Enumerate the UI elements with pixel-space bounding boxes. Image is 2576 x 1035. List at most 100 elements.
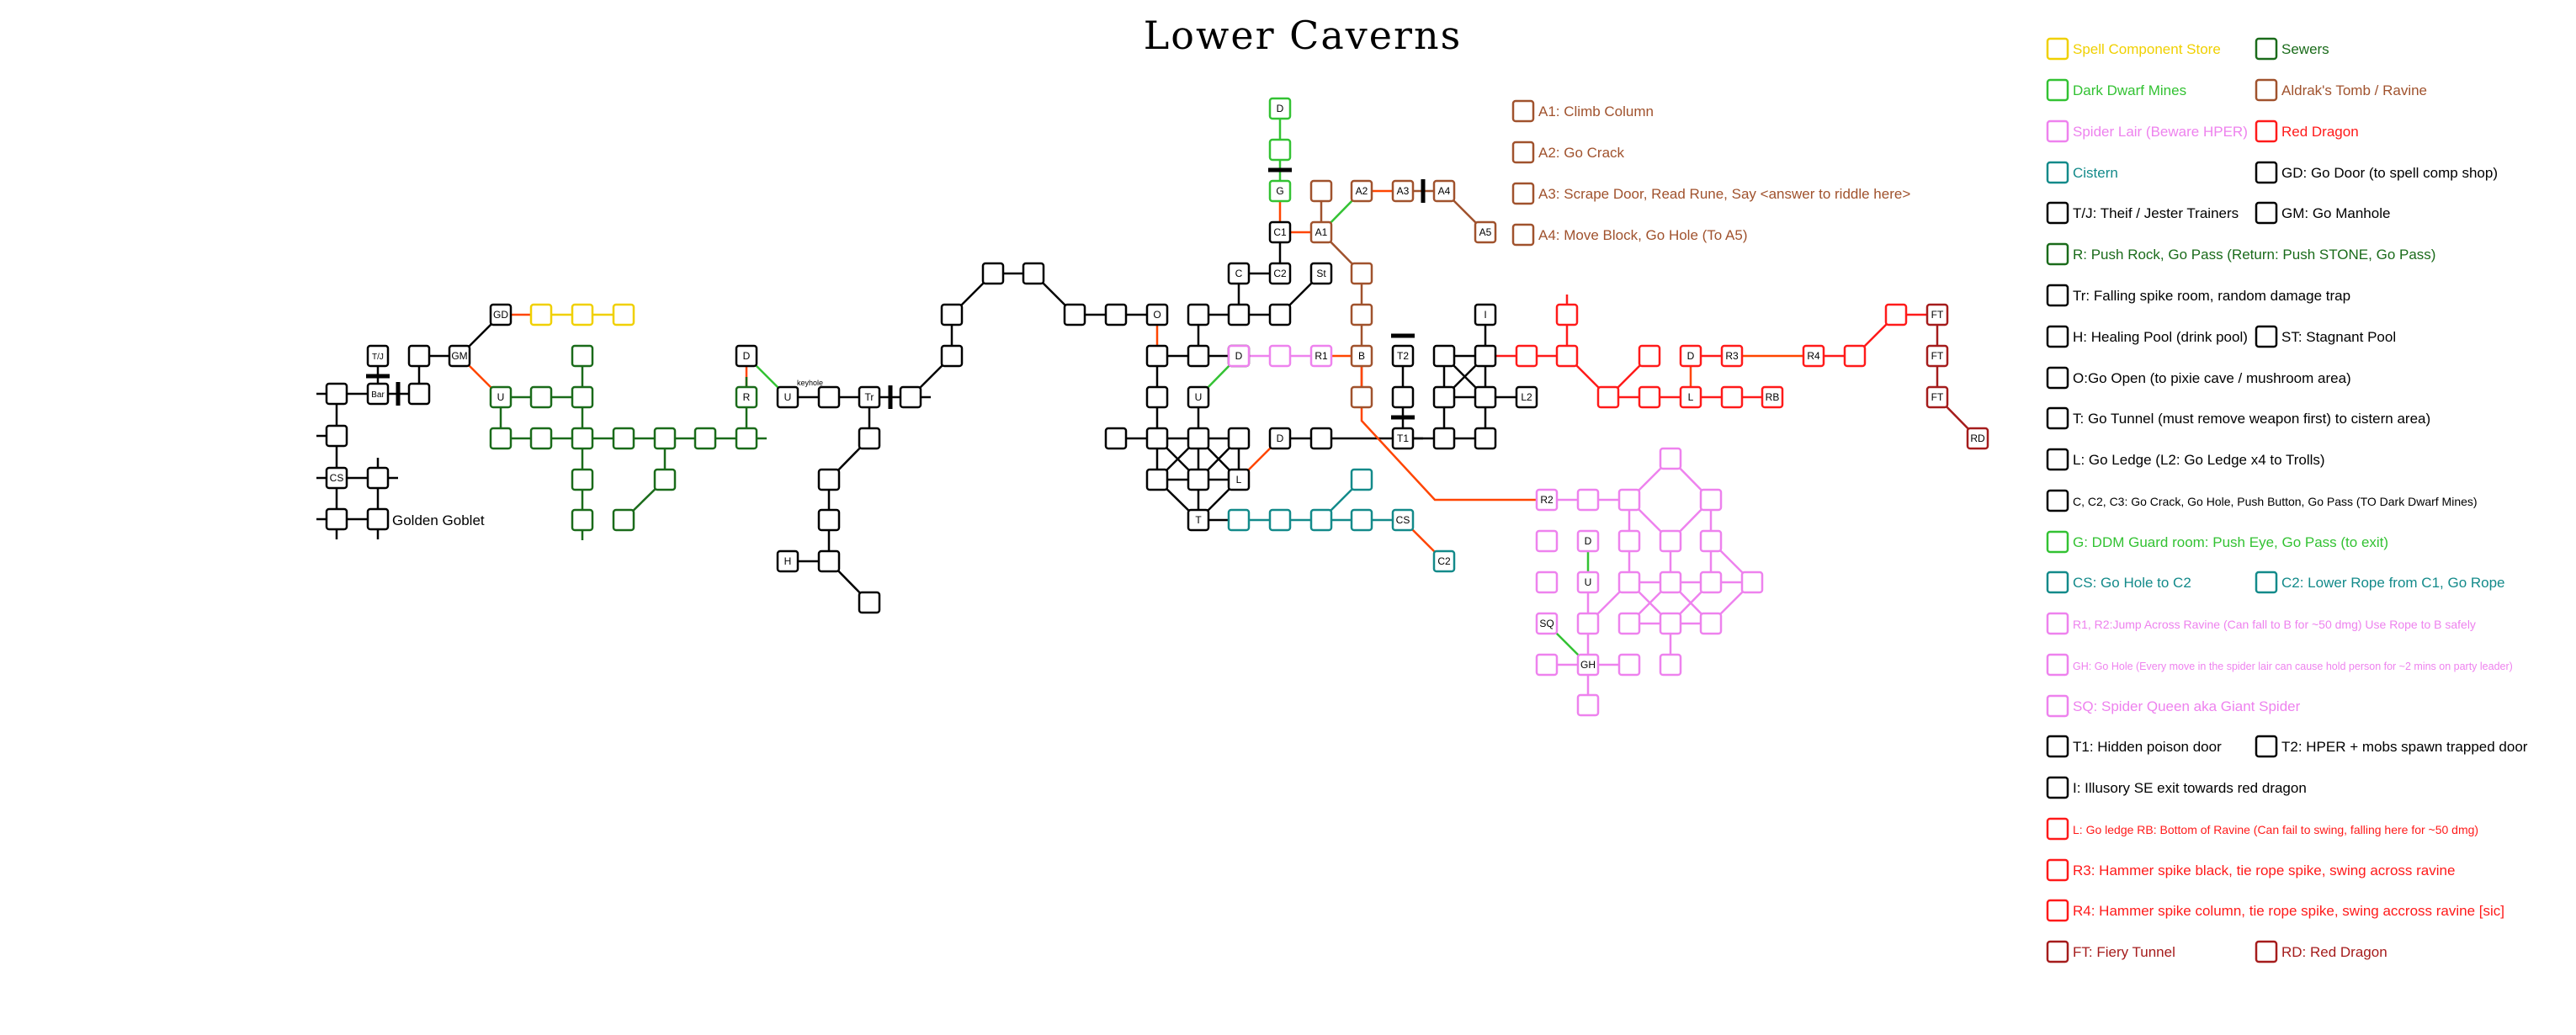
room-label: St <box>1316 268 1326 279</box>
map-barriers <box>366 167 1426 420</box>
room-t4 <box>366 466 390 490</box>
room-dD: D <box>735 344 758 368</box>
room-box <box>1145 303 1169 326</box>
room-box <box>1227 303 1251 326</box>
room-gD: D <box>1268 97 1292 120</box>
room-e1 <box>1432 344 1456 368</box>
legend-swatch <box>2046 448 2069 471</box>
room-box <box>1699 529 1723 553</box>
room-b2 <box>1187 344 1210 368</box>
room-q13 <box>1699 529 1723 553</box>
room-box <box>1474 344 1497 368</box>
room-b14 <box>1309 427 1333 450</box>
room-box <box>1617 488 1641 512</box>
legend-text: Red Dragon <box>2281 124 2359 140</box>
room-label: CS <box>330 472 344 484</box>
room-label: O <box>1153 309 1161 321</box>
legend-swatch <box>2255 78 2278 102</box>
room-k4 <box>858 427 881 450</box>
room-a1 <box>1350 262 1373 285</box>
room-box <box>1474 303 1497 326</box>
room-box <box>735 385 758 409</box>
legend-text: RD: Red Dragon <box>2281 944 2387 960</box>
room-n5 <box>1063 303 1086 326</box>
legend: Spell Component Store Sewers Dark Dwarf Mi… <box>2046 37 2528 963</box>
room-box <box>1576 529 1600 553</box>
room-box <box>1474 427 1497 450</box>
room-n1 <box>940 344 964 368</box>
legend-swatch <box>2046 284 2069 307</box>
legend-swatch <box>2046 858 2069 882</box>
room-n4 <box>1022 262 1045 285</box>
room-box <box>489 427 513 450</box>
room-r6 <box>1638 385 1661 409</box>
room-box <box>1843 344 1867 368</box>
legend-swatch <box>2046 530 2069 554</box>
room-label: A4 <box>1438 185 1451 197</box>
legend-text: Tr: Falling spike room, random damage tr… <box>2073 288 2350 304</box>
room-box <box>1720 344 1744 368</box>
room-box <box>448 344 471 368</box>
room-t1 <box>325 382 348 406</box>
room-box <box>1309 220 1333 244</box>
room-label: Bar <box>371 390 385 400</box>
room-box <box>1432 549 1456 573</box>
room-box <box>571 427 594 450</box>
room-q19 <box>1659 612 1682 635</box>
room-label: RD <box>1970 433 1985 444</box>
legend-item-5-0: R: Push Rock, Go Pass (Return: Push STON… <box>2046 242 2435 266</box>
room-q12 <box>1659 529 1682 553</box>
room-s6 <box>571 427 594 450</box>
legend-item-8-0: O:Go Open (to pixie cave / mushroom area… <box>2046 366 2351 390</box>
room-q21 <box>1659 653 1682 677</box>
room-label: Tr <box>865 391 874 403</box>
room-label: L <box>1236 474 1242 486</box>
room-b9 <box>1145 427 1169 450</box>
room-box <box>1350 262 1373 285</box>
room-qSQ: SQ <box>1535 612 1559 635</box>
legend-swatch <box>2046 776 2069 799</box>
room-box <box>571 385 594 409</box>
annotation-text: A2: Go Crack <box>1538 145 1625 161</box>
room-fRD: RD <box>1966 427 1989 450</box>
map-title: Lower Caverns <box>1144 13 1463 58</box>
room-box <box>817 468 841 491</box>
room-s9 <box>612 427 635 450</box>
room-box <box>1350 468 1373 491</box>
room-box <box>571 468 594 491</box>
room-box <box>735 427 758 450</box>
room-q1 <box>1576 488 1600 512</box>
room-box <box>1535 529 1559 553</box>
room-box <box>940 303 964 326</box>
legend-item-22-1: RD: Red Dragon <box>2255 940 2387 963</box>
room-cC2: C2 <box>1432 549 1456 573</box>
room-kH: H <box>776 549 799 573</box>
room-w1 <box>407 344 431 368</box>
room-a3 <box>1350 385 1373 409</box>
legend-swatch <box>2046 612 2069 635</box>
room-g2 <box>1268 138 1292 162</box>
room-box <box>1187 385 1210 409</box>
legend-text: Dark Dwarf Mines <box>2073 82 2186 98</box>
room-label: A1 <box>1315 226 1328 238</box>
legend-text: C2: Lower Rope from C1, Go Rope <box>2281 575 2505 591</box>
room-b10 <box>1187 427 1210 450</box>
room-label: I <box>1484 309 1486 321</box>
legend-swatch <box>2046 119 2069 143</box>
legend-swatch <box>2046 37 2069 61</box>
legend-text: T: Go Tunnel (must remove weapon first) … <box>2073 411 2430 427</box>
legend-swatch <box>2046 489 2069 512</box>
room-qU: U <box>1576 571 1600 594</box>
room-k5 <box>817 468 841 491</box>
room-box <box>1515 385 1538 409</box>
room-box <box>1268 138 1292 162</box>
legend-item-11-0: C, C2, C3: Go Crack, Go Hole, Push Butto… <box>2046 489 2478 512</box>
legend-item-21-0: R4: Hammer spike column, tie rope spike,… <box>2046 899 2504 922</box>
room-label: C <box>1235 268 1243 279</box>
room-rR4: R4 <box>1802 344 1825 368</box>
room-bar2 <box>407 382 431 406</box>
room-box <box>1432 179 1456 203</box>
room-label: GM <box>451 350 467 362</box>
room-label: D <box>1687 350 1695 362</box>
room-box <box>325 466 348 490</box>
